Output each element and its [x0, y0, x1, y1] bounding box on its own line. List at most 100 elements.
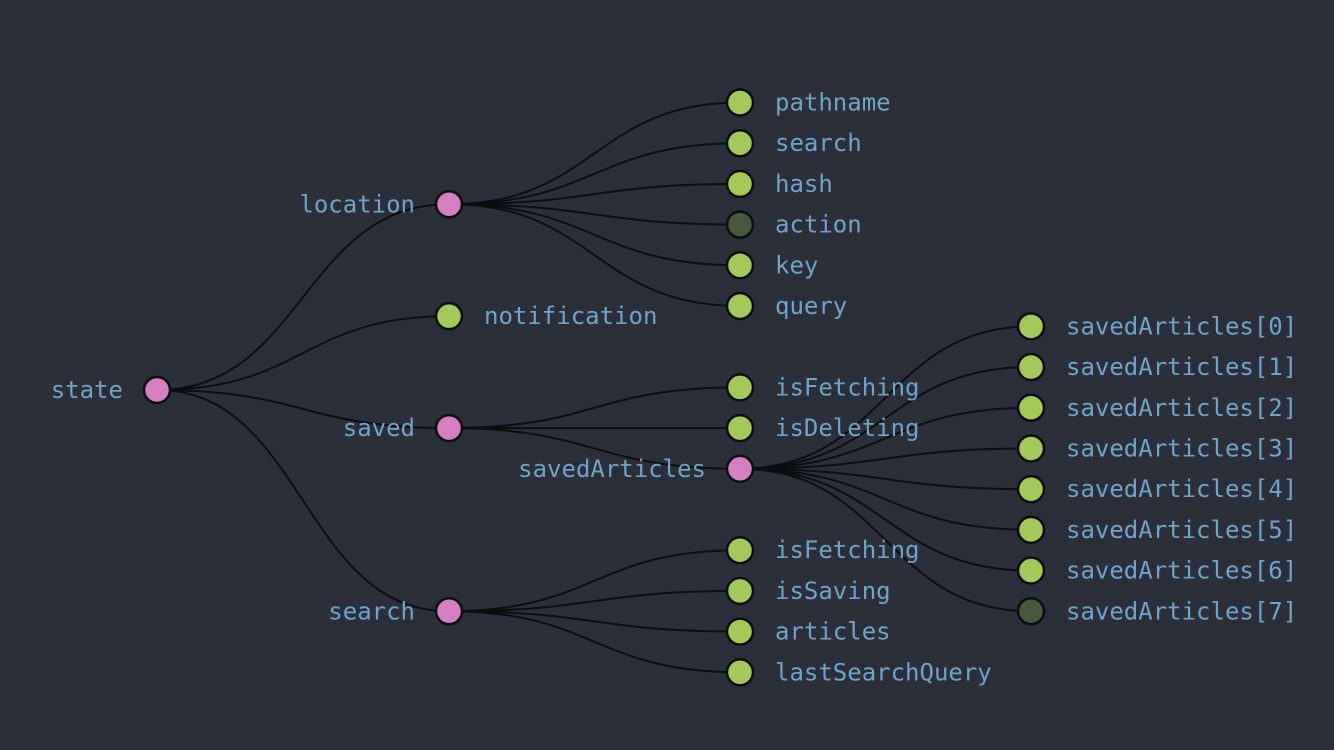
node-query[interactable]: query [725, 291, 847, 321]
node-label: isFetching [775, 373, 920, 401]
branch-node-icon[interactable] [725, 454, 755, 484]
tree-nodes: state location pathname search hash action key… [51, 88, 1297, 687]
node-saved[interactable]: saved [343, 413, 464, 443]
node-search[interactable]: search [725, 128, 862, 158]
node-label: saved [343, 414, 415, 442]
leaf-node-icon[interactable] [725, 128, 755, 158]
link-saved-to-isfetching [448, 386, 741, 430]
node-label: savedArticles[7] [1066, 597, 1297, 625]
leaf-node-icon[interactable] [725, 251, 755, 280]
node-savedarticles-6[interactable]: savedArticles[6] [1016, 556, 1297, 585]
link-savedarticles-to-savedarticles-3 [739, 447, 1032, 470]
node-key[interactable]: key [725, 251, 818, 280]
node-savedarticles-4[interactable]: savedArticles[4] [1016, 474, 1297, 504]
node-label: notification [484, 302, 657, 330]
leaf-node-icon[interactable] [725, 535, 755, 565]
node-isfetching[interactable]: isFetching [725, 373, 920, 402]
link-search-to-issaving [448, 589, 741, 613]
link-savedarticles-to-savedarticles-7 [739, 467, 1032, 613]
leaf-node-icon[interactable] [725, 658, 755, 687]
leaf-node-icon[interactable] [1016, 393, 1046, 422]
branch-node-icon[interactable] [142, 375, 172, 405]
node-label: savedArticles[6] [1066, 557, 1297, 585]
node-hash[interactable]: hash [725, 169, 833, 199]
link-state-to-notification [156, 315, 450, 391]
branch-node-icon[interactable] [434, 597, 464, 626]
node-issaving[interactable]: isSaving [725, 576, 891, 606]
link-search-to-articles [448, 610, 741, 633]
link-saved-to-savedarticles [448, 427, 741, 470]
node-label: savedArticles[5] [1066, 516, 1297, 544]
leaf-node-icon[interactable] [725, 413, 755, 443]
link-location-to-pathname [448, 101, 741, 206]
node-savedarticles-1[interactable]: savedArticles[1] [1016, 352, 1297, 382]
link-location-to-hash [448, 182, 741, 206]
node-label: savedArticles[3] [1066, 434, 1297, 462]
leaf-node-icon[interactable] [725, 576, 755, 606]
node-articles[interactable]: articles [725, 617, 891, 646]
link-savedarticles-to-savedarticles-6 [739, 467, 1032, 572]
leaf-node-icon[interactable] [1016, 434, 1046, 463]
leaf-node-icon[interactable] [1016, 556, 1046, 585]
leaf-node-icon[interactable] [725, 88, 755, 117]
link-search-to-isfetching [448, 549, 741, 613]
node-pathname[interactable]: pathname [725, 88, 891, 117]
node-notification[interactable]: notification [434, 301, 657, 331]
node-savedarticles-2[interactable]: savedArticles[2] [1016, 393, 1297, 422]
node-label: query [775, 292, 847, 320]
link-state-to-saved [156, 388, 450, 430]
node-isfetching[interactable]: isFetching [725, 535, 920, 565]
link-search-to-lastsearchquery [448, 610, 741, 674]
link-savedarticles-to-savedarticles-4 [739, 467, 1032, 491]
node-label: savedArticles[4] [1066, 475, 1297, 503]
node-label: key [775, 251, 818, 279]
node-label: action [775, 211, 862, 239]
node-label: isSaving [775, 577, 891, 605]
node-isdeleting[interactable]: isDeleting [725, 413, 920, 443]
node-label: isDeleting [775, 414, 920, 442]
node-label: state [51, 376, 123, 404]
link-savedarticles-to-savedarticles-2 [739, 406, 1032, 470]
link-location-to-search [448, 142, 741, 206]
collapsed-node-icon[interactable] [1016, 597, 1046, 626]
link-location-to-action [448, 203, 741, 226]
node-label: search [775, 129, 862, 157]
link-savedarticles-to-savedarticles-0 [739, 325, 1032, 470]
leaf-node-icon[interactable] [725, 169, 755, 199]
link-state-to-location [156, 203, 450, 391]
link-location-to-query [448, 203, 741, 307]
leaf-node-icon[interactable] [1016, 515, 1046, 545]
branch-node-icon[interactable] [434, 190, 464, 219]
node-savedarticles[interactable]: savedArticles [518, 454, 755, 484]
node-label: lastSearchQuery [775, 658, 992, 686]
node-label: pathname [775, 89, 891, 117]
node-label: savedArticles [518, 455, 706, 483]
node-action[interactable]: action [725, 210, 862, 239]
node-label: hash [775, 170, 833, 198]
leaf-node-icon[interactable] [725, 291, 755, 321]
leaf-node-icon[interactable] [434, 301, 464, 331]
leaf-node-icon[interactable] [725, 373, 755, 402]
collapsed-node-icon[interactable] [725, 210, 755, 239]
node-savedarticles-3[interactable]: savedArticles[3] [1016, 434, 1297, 463]
leaf-node-icon[interactable] [1016, 312, 1046, 341]
node-search[interactable]: search [328, 597, 464, 626]
node-label: savedArticles[1] [1066, 353, 1297, 381]
node-label: articles [775, 618, 891, 646]
node-label: savedArticles[0] [1066, 312, 1297, 340]
node-label: savedArticles[2] [1066, 394, 1297, 422]
node-label: isFetching [775, 536, 920, 564]
leaf-node-icon[interactable] [1016, 474, 1046, 504]
leaf-node-icon[interactable] [1016, 352, 1046, 382]
node-lastsearchquery[interactable]: lastSearchQuery [725, 658, 992, 687]
leaf-node-icon[interactable] [725, 617, 755, 646]
node-label: search [328, 597, 415, 625]
link-savedarticles-to-savedarticles-5 [739, 467, 1032, 531]
node-savedarticles-0[interactable]: savedArticles[0] [1016, 312, 1297, 341]
node-location[interactable]: location [299, 190, 464, 219]
node-savedarticles-7[interactable]: savedArticles[7] [1016, 597, 1297, 626]
node-state[interactable]: state [51, 375, 172, 405]
node-savedarticles-5[interactable]: savedArticles[5] [1016, 515, 1297, 545]
branch-node-icon[interactable] [434, 413, 464, 443]
